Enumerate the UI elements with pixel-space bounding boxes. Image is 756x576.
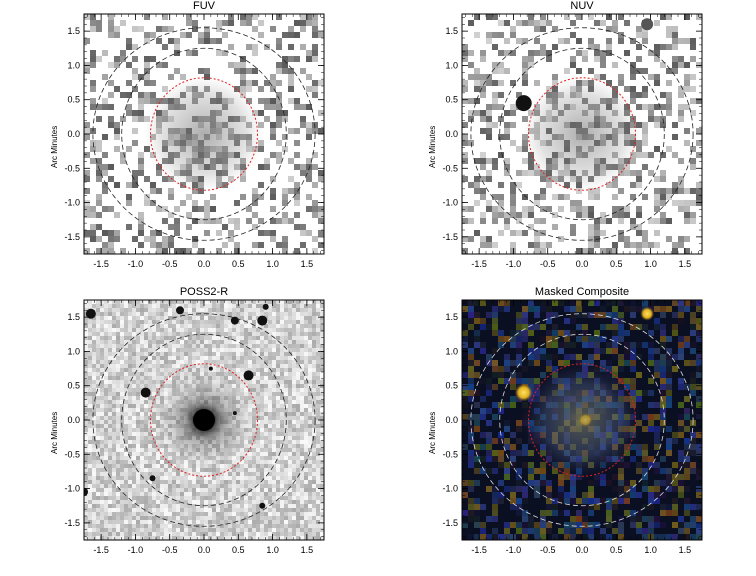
x-tick-label: -0.5 xyxy=(162,259,178,269)
panel-fuv: FUV xyxy=(84,0,324,254)
y-tick-label: 0.5 xyxy=(67,95,80,105)
x-tick-label: 0.0 xyxy=(576,545,589,555)
x-tick-label: 0.5 xyxy=(232,259,245,269)
x-tick-label: -1.5 xyxy=(471,545,487,555)
y-tick-label: -0.5 xyxy=(442,163,458,173)
image-optical xyxy=(84,300,324,540)
panel-poss2r: POSS2-R xyxy=(84,286,324,540)
x-tick-label: 1.5 xyxy=(679,545,692,555)
y-tick-label: -1.5 xyxy=(64,518,80,528)
x-tick-label: -1.0 xyxy=(128,259,144,269)
x-tick-label: -0.5 xyxy=(162,545,178,555)
y-tick-label: 0.0 xyxy=(445,129,458,139)
x-tick-label: 0.5 xyxy=(610,259,623,269)
x-tick-label: -0.5 xyxy=(540,259,556,269)
x-tick-label: 0.5 xyxy=(610,545,623,555)
y-tick-label: -1.0 xyxy=(442,484,458,494)
y-tick-label: 0.0 xyxy=(67,415,80,425)
y-tick-label: -1.5 xyxy=(442,518,458,528)
y-tick-label: -1.5 xyxy=(64,232,80,242)
x-tick-label: 0.0 xyxy=(198,259,211,269)
x-tick-label: 0.0 xyxy=(198,545,211,555)
x-tick-label: 0.5 xyxy=(232,545,245,555)
y-tick-label: 1.5 xyxy=(445,312,458,322)
x-tick-label: 1.0 xyxy=(266,259,279,269)
x-tick-label: -1.5 xyxy=(93,259,109,269)
x-tick-label: -1.0 xyxy=(128,545,144,555)
panel-title: POSS2-R xyxy=(179,286,229,298)
y-tick-label: 1.0 xyxy=(445,60,458,70)
y-tick-label: 1.0 xyxy=(67,346,80,356)
y-tick-label: 1.5 xyxy=(67,312,80,322)
y-tick-label: -0.5 xyxy=(64,163,80,173)
y-tick-label: -1.0 xyxy=(442,198,458,208)
x-tick-label: -1.5 xyxy=(471,259,487,269)
image-gray-noise xyxy=(84,14,324,254)
y-tick-label: -1.0 xyxy=(64,198,80,208)
y-tick-label: -0.5 xyxy=(442,449,458,459)
x-tick-label: -1.5 xyxy=(93,545,109,555)
y-tick-label: 0.5 xyxy=(445,95,458,105)
x-tick-label: 0.0 xyxy=(576,259,589,269)
panel-title: FUV xyxy=(193,0,215,12)
panel-title: NUV xyxy=(570,0,594,12)
image-composite xyxy=(462,300,702,540)
y-tick-label: -1.0 xyxy=(64,484,80,494)
x-tick-label: 1.5 xyxy=(301,259,314,269)
y-tick-label: -1.5 xyxy=(442,232,458,242)
image-gray-noise xyxy=(462,14,702,254)
y-tick-label: 1.0 xyxy=(67,60,80,70)
y-tick-label: 0.5 xyxy=(445,381,458,391)
panel-composite: Masked Composite xyxy=(462,286,702,540)
y-tick-label: 0.0 xyxy=(445,415,458,425)
panel-nuv: NUV xyxy=(462,0,702,254)
x-tick-label: 1.5 xyxy=(679,259,692,269)
x-tick-label: 1.5 xyxy=(301,545,314,555)
y-tick-label: -0.5 xyxy=(64,449,80,459)
x-tick-label: -0.5 xyxy=(540,545,556,555)
y-tick-label: 0.0 xyxy=(67,129,80,139)
x-tick-label: 1.0 xyxy=(266,545,279,555)
y-tick-label: 1.5 xyxy=(445,26,458,36)
panel-title: Masked Composite xyxy=(534,286,630,298)
y-tick-label: 0.5 xyxy=(67,381,80,391)
y-tick-label: 1.5 xyxy=(67,26,80,36)
x-tick-label: 1.0 xyxy=(644,259,657,269)
x-tick-label: 1.0 xyxy=(644,545,657,555)
x-tick-label: -1.0 xyxy=(506,259,522,269)
y-tick-label: 1.0 xyxy=(445,346,458,356)
x-tick-label: -1.0 xyxy=(506,545,522,555)
